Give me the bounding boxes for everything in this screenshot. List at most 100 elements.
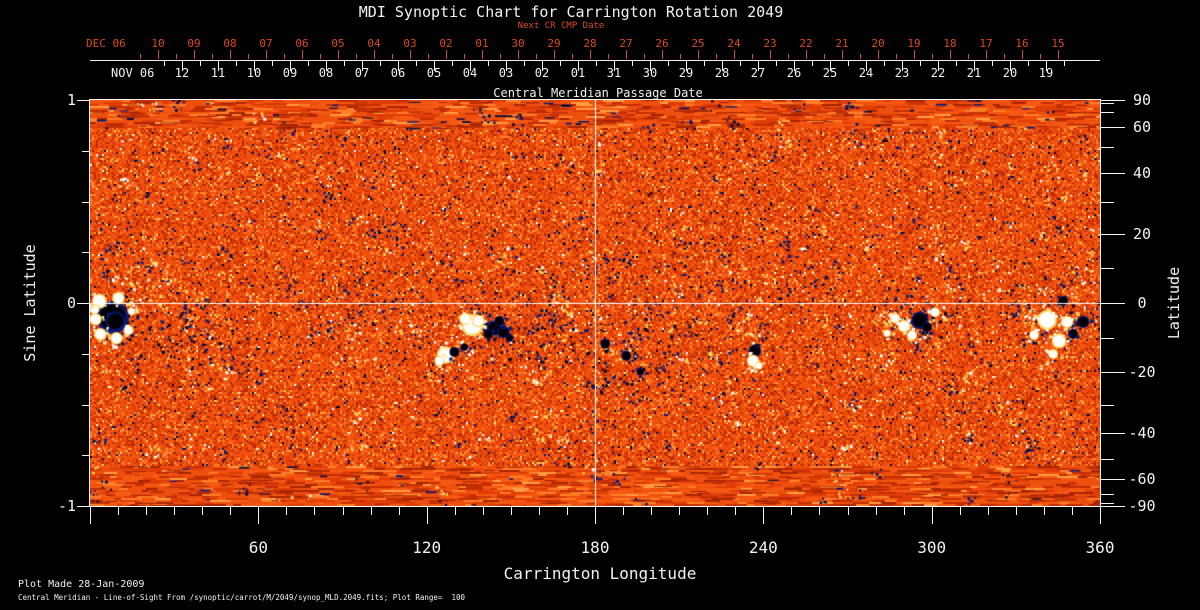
next-cr-minor-tick — [608, 54, 609, 59]
next-cr-day-label: 05 — [331, 37, 344, 50]
latitude-minor-tick — [1101, 112, 1114, 113]
cmp-tick — [866, 60, 867, 71]
cmp-tick — [974, 60, 975, 71]
longitude-minor-tick — [988, 507, 989, 515]
cmp-minor-tick — [452, 60, 453, 66]
next-cr-minor-tick — [356, 54, 357, 59]
longitude-minor-tick — [707, 507, 708, 515]
next-cr-minor-tick — [788, 54, 789, 59]
longitude-minor-tick — [679, 507, 680, 515]
next-cr-minor-tick — [824, 54, 825, 59]
cmp-tick — [182, 60, 183, 71]
cmp-minor-tick — [200, 60, 201, 66]
longitude-minor-tick — [1016, 507, 1017, 515]
next-cr-minor-tick — [176, 54, 177, 59]
next-cr-tick — [590, 50, 591, 59]
next-cr-day-label: 20 — [871, 37, 884, 50]
next-cr-tick — [626, 50, 627, 59]
cmp-tick — [506, 60, 507, 71]
next-cr-day-label: 28 — [583, 37, 596, 50]
sine-lat-minor-tick — [82, 455, 90, 456]
synoptic-chart: MDI Synoptic Chart for Carrington Rotati… — [0, 0, 1200, 610]
next-cr-tick — [410, 50, 411, 59]
next-cr-minor-tick — [140, 54, 141, 59]
next-cr-day-label: 22 — [799, 37, 812, 50]
cmp-tick — [1010, 60, 1011, 71]
longitude-minor-tick — [876, 507, 877, 515]
longitude-minor-tick — [146, 507, 147, 515]
next-cr-minor-tick — [392, 54, 393, 59]
longitude-minor-tick — [791, 507, 792, 515]
next-cr-day-label: 17 — [979, 37, 992, 50]
next-cr-tick — [302, 50, 303, 59]
cmp-tick — [362, 60, 363, 71]
next-cr-day-label: 18 — [943, 37, 956, 50]
sine-lat-tick — [77, 100, 90, 101]
next-cr-day-label: 26 — [655, 37, 668, 50]
cmp-tick — [1046, 60, 1047, 71]
next-cr-day-label: 10 — [151, 37, 164, 50]
latitude-minor-tick — [1101, 405, 1114, 406]
next-cr-month-label: DEC 06 — [86, 37, 126, 50]
longitude-label: 300 — [917, 538, 946, 557]
plot-made-text: Plot Made 28-Jan-2009 — [18, 579, 144, 590]
longitude-minor-tick — [539, 507, 540, 515]
latitude-label: 60 — [1120, 118, 1164, 136]
cmp-minor-tick — [236, 60, 237, 66]
cmp-tick — [902, 60, 903, 71]
longitude-tick — [1100, 507, 1101, 524]
cmp-minor-tick — [704, 60, 705, 66]
cmp-tick — [686, 60, 687, 71]
longitude-minor-tick — [399, 507, 400, 515]
next-cr-minor-tick — [752, 54, 753, 59]
longitude-label: 120 — [412, 538, 441, 557]
bottom-axis-title: Carrington Longitude — [504, 564, 697, 583]
cmp-tick — [398, 60, 399, 71]
cmp-minor-tick — [776, 60, 777, 66]
next-cr-subtitle: Next CR CMP Date — [518, 21, 605, 31]
longitude-label: 360 — [1086, 538, 1115, 557]
next-cr-minor-tick — [284, 54, 285, 59]
next-cr-tick — [1022, 50, 1023, 59]
next-cr-day-label: 29 — [547, 37, 560, 50]
next-cr-tick — [878, 50, 879, 59]
cmp-minor-tick — [992, 60, 993, 66]
sine-lat-label: 1 — [40, 91, 76, 109]
next-cr-minor-tick — [860, 54, 861, 59]
next-cr-day-label: 08 — [223, 37, 236, 50]
latitude-label: -90 — [1120, 497, 1164, 515]
next-cr-tick — [266, 50, 267, 59]
cmp-minor-tick — [416, 60, 417, 66]
latitude-label: -40 — [1120, 424, 1164, 442]
longitude-minor-tick — [1072, 507, 1073, 515]
cmp-minor-tick — [848, 60, 849, 66]
next-cr-minor-tick — [896, 54, 897, 59]
next-cr-day-label: 07 — [259, 37, 272, 50]
longitude-tick — [90, 507, 91, 524]
longitude-minor-tick — [651, 507, 652, 515]
next-cr-tick — [914, 50, 915, 59]
next-cr-day-label: 16 — [1015, 37, 1028, 50]
next-cr-minor-tick — [212, 54, 213, 59]
latitude-minor-tick — [1101, 459, 1114, 460]
cmp-minor-tick — [668, 60, 669, 66]
longitude-tick — [427, 507, 428, 524]
longitude-minor-tick — [1044, 507, 1045, 515]
cmp-tick — [290, 60, 291, 71]
longitude-tick — [595, 507, 596, 524]
cmp-tick — [758, 60, 759, 71]
next-cr-minor-tick — [968, 54, 969, 59]
next-cr-minor-tick — [536, 54, 537, 59]
latitude-label: 0 — [1120, 294, 1164, 312]
next-cr-tick — [950, 50, 951, 59]
longitude-minor-tick — [960, 507, 961, 515]
cmp-minor-tick — [632, 60, 633, 66]
longitude-minor-tick — [174, 507, 175, 515]
longitude-tick — [932, 507, 933, 524]
next-cr-minor-tick — [572, 54, 573, 59]
longitude-minor-tick — [455, 507, 456, 515]
next-cr-day-label: 30 — [511, 37, 524, 50]
next-cr-day-label: 15 — [1051, 37, 1064, 50]
next-cr-day-label: 27 — [619, 37, 632, 50]
cmp-axis-label: Central Meridian Passage Date — [493, 86, 703, 100]
